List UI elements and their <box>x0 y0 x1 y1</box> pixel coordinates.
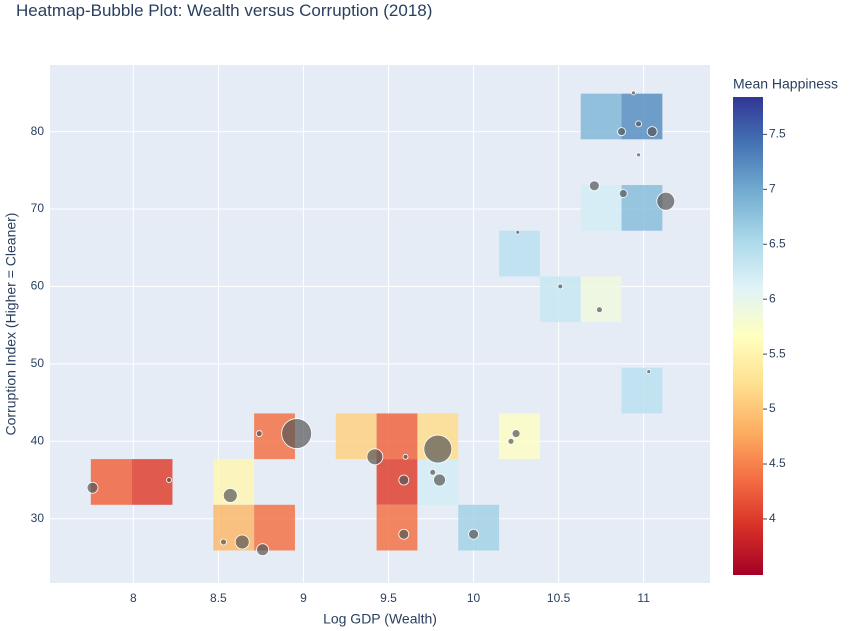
bubble <box>631 90 636 96</box>
y-tick-label: 80 <box>31 124 45 138</box>
bubble <box>222 488 238 503</box>
bubble <box>646 369 652 375</box>
colorbar-tick-label: 5 <box>769 401 776 415</box>
x-tick-label: 9 <box>300 591 307 605</box>
heatmap-cell <box>580 93 622 140</box>
bubble <box>618 189 628 198</box>
heatmap-cell <box>621 367 663 414</box>
x-tick-label: 8 <box>130 591 137 605</box>
colorbar-tick-label: 4.5 <box>769 456 786 470</box>
bubble <box>511 429 521 438</box>
heatmap-cell <box>376 504 418 551</box>
bubble <box>220 538 227 546</box>
bubble <box>234 534 250 550</box>
bubble <box>166 477 172 483</box>
colorbar-tick-label: 6.5 <box>769 236 786 250</box>
chart-title: Heatmap-Bubble Plot: Wealth versus Corru… <box>16 1 432 20</box>
x-tick-label: 10 <box>467 591 481 605</box>
colorbar <box>733 97 763 575</box>
heatmap-cell <box>580 185 622 231</box>
bubble <box>398 474 410 486</box>
bubble <box>507 437 515 445</box>
colorbar-tick-label: 7 <box>769 181 776 195</box>
x-tick-label: 11 <box>637 591 650 605</box>
colorbar-tick-label: 5.5 <box>769 346 786 360</box>
bubble <box>656 191 676 211</box>
x-tick-label: 8.5 <box>210 591 227 605</box>
colorbar-tick-label: 4 <box>769 511 776 525</box>
bubble <box>617 127 626 136</box>
bubble <box>398 528 410 540</box>
x-tick-label: 10.5 <box>547 591 571 605</box>
heatmap-cell <box>580 276 622 323</box>
heatmap-cell <box>539 276 581 323</box>
bubble <box>256 543 270 557</box>
heatmap-cell <box>131 459 173 505</box>
heatmap-cell <box>376 459 418 505</box>
bubble <box>402 453 409 460</box>
x-tick-label: 9.5 <box>380 591 397 605</box>
colorbar-tick-label: 6 <box>769 291 776 305</box>
heatmap-cell <box>90 459 132 505</box>
bubble <box>515 229 521 235</box>
bubble <box>596 306 603 314</box>
heatmap-cell <box>254 504 295 551</box>
bubble <box>468 528 479 540</box>
y-tick-label: 60 <box>31 279 45 293</box>
x-axis-title: Log GDP (Wealth) <box>323 611 437 627</box>
bubble <box>86 481 99 494</box>
bubble <box>636 152 641 158</box>
bubble <box>429 468 437 476</box>
y-tick-label: 50 <box>31 356 45 370</box>
bubble <box>281 418 313 449</box>
bubble <box>557 283 564 290</box>
heatmap-cell <box>376 413 418 460</box>
heatmap-cell <box>458 504 500 551</box>
y-tick-label: 40 <box>31 433 45 447</box>
heatmap-cell <box>621 185 663 231</box>
bubble <box>433 473 446 487</box>
heatmap-cell <box>499 230 540 277</box>
bubble <box>646 126 658 137</box>
bubble <box>635 120 642 128</box>
y-axis-title: Corruption Index (Higher = Cleaner) <box>3 213 19 436</box>
bubble <box>366 448 384 466</box>
y-tick-label: 30 <box>31 511 45 525</box>
colorbar-title: Mean Happiness <box>733 76 838 92</box>
colorbar-tick-label: 7.5 <box>769 127 786 141</box>
bubble <box>255 430 263 437</box>
bubble <box>588 180 600 192</box>
y-tick-label: 70 <box>31 201 45 215</box>
bubble <box>423 434 453 464</box>
